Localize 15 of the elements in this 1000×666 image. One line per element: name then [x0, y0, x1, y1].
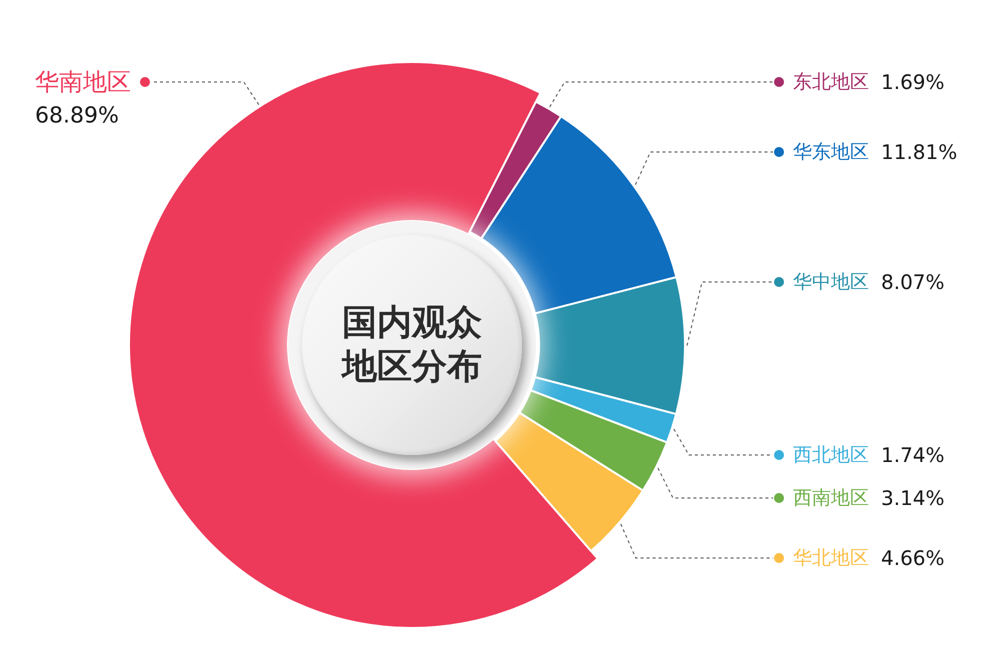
legend-label: 西北地区 [793, 444, 869, 466]
legend-label: 东北地区 [793, 71, 869, 93]
data-label: 1.74% [881, 443, 945, 467]
legend-label: 华东地区 [793, 141, 869, 163]
data-label: 68.89% [35, 104, 119, 128]
legend-label: 西南地区 [793, 487, 869, 509]
data-label: 11.81% [881, 140, 958, 164]
data-label: 8.07% [881, 270, 945, 294]
legend-label: 华中地区 [793, 271, 869, 293]
data-label: 3.14% [881, 486, 945, 510]
text: 国内观众地区分布 [340, 302, 483, 389]
data-label: 4.66% [881, 546, 945, 570]
slice-label: 华南地区 [35, 68, 131, 96]
legend-label: 华北地区 [793, 547, 869, 569]
data-label: 1.69% [881, 70, 945, 94]
